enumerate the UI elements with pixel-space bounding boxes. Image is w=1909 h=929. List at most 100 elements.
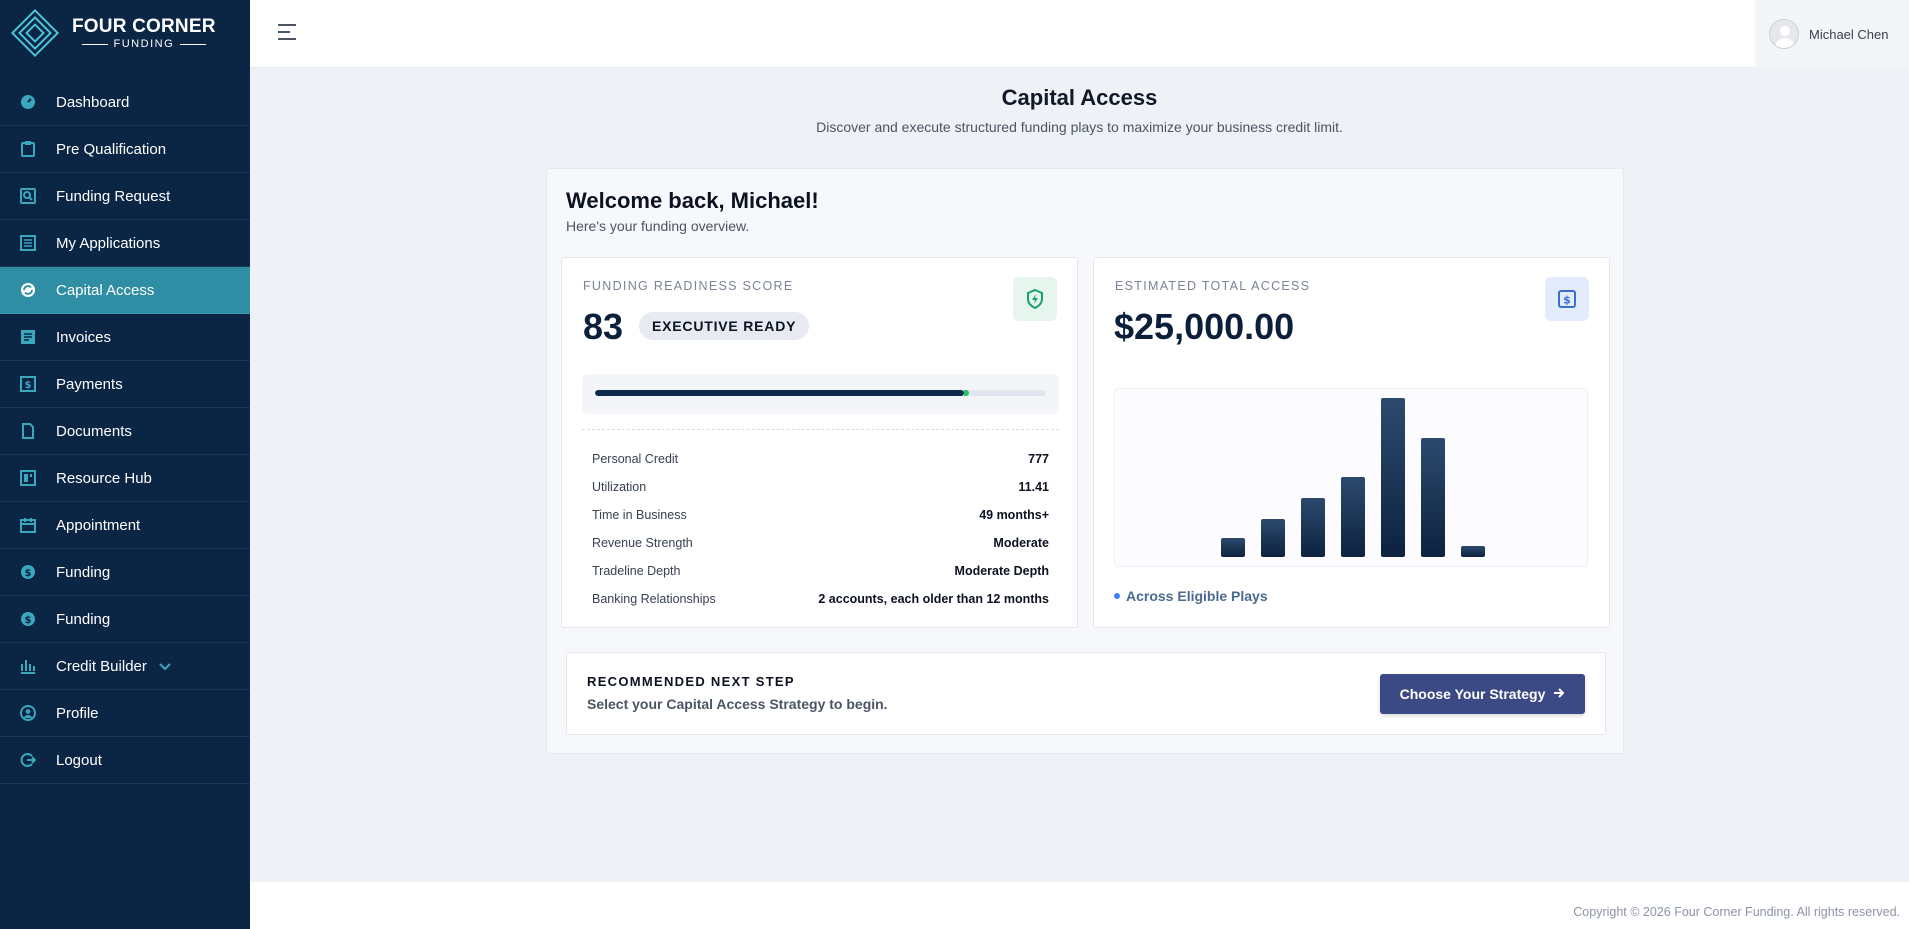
- sidebar-item-label: Documents: [56, 422, 132, 440]
- sidebar-item-label: Funding: [56, 563, 111, 581]
- refresh-circle-icon: [18, 280, 38, 300]
- stat-row: Banking Relationships 2 accounts, each ol…: [592, 585, 1049, 613]
- brand-logo[interactable]: FOUR CORNER FUNDING: [0, 0, 250, 66]
- stat-value: Moderate Depth: [954, 564, 1049, 578]
- next-step-label: RECOMMENDED NEXT STEP: [587, 674, 795, 689]
- stat-value: 49 months+: [979, 508, 1049, 522]
- sidebar-item-invoices[interactable]: Invoices: [0, 314, 250, 361]
- svg-text:$: $: [1563, 294, 1571, 307]
- chart-bar: [1421, 438, 1445, 557]
- readiness-progress: [582, 374, 1059, 414]
- sidebar-item-funding-2[interactable]: $ Funding: [0, 596, 250, 643]
- legend-label: Across Eligible Plays: [1126, 588, 1268, 604]
- svg-text:$: $: [25, 380, 32, 391]
- bank-icon: [18, 656, 38, 676]
- choose-strategy-button[interactable]: Choose Your Strategy: [1380, 674, 1585, 714]
- dollar-bill-icon: $: [18, 374, 38, 394]
- shield-bolt-icon: [1013, 277, 1057, 321]
- readiness-stats: Personal Credit 777 Utilization 11.41 Time…: [592, 445, 1049, 613]
- coin-icon: $: [18, 609, 38, 629]
- stat-row: Revenue Strength Moderate: [592, 529, 1049, 557]
- sidebar-item-label: Logout: [56, 751, 102, 769]
- dashboard-icon: [18, 92, 38, 112]
- stat-label: Time in Business: [592, 508, 687, 522]
- sidebar-item-resource-hub[interactable]: Resource Hub: [0, 455, 250, 502]
- chart-bar: [1261, 519, 1285, 557]
- layout-icon: [18, 468, 38, 488]
- coin-icon: $: [18, 562, 38, 582]
- chevron-down-icon[interactable]: [159, 658, 171, 675]
- sidebar-item-pre-qualification[interactable]: Pre Qualification: [0, 126, 250, 173]
- user-menu[interactable]: Michael Chen: [1755, 0, 1909, 68]
- progress-fill: [595, 390, 964, 396]
- sidebar-item-logout[interactable]: Logout: [0, 737, 250, 784]
- dollar-bill-icon: $: [1545, 277, 1589, 321]
- sidebar-item-payments[interactable]: $ Payments: [0, 361, 250, 408]
- welcome-title: Welcome back, Michael!: [566, 188, 819, 213]
- sidebar-item-dashboard[interactable]: Dashboard: [0, 79, 250, 126]
- sidebar-item-label: Dashboard: [56, 93, 130, 111]
- access-label: ESTIMATED TOTAL ACCESS: [1115, 279, 1311, 293]
- stat-label: Banking Relationships: [592, 592, 716, 606]
- progress-tip: [964, 390, 969, 396]
- stat-value: 11.41: [1018, 480, 1049, 494]
- svg-text:$: $: [25, 568, 32, 579]
- menu-toggle-icon[interactable]: [278, 24, 298, 42]
- chart-bar: [1301, 498, 1325, 557]
- sidebar-item-capital-access[interactable]: Capital Access: [0, 267, 250, 314]
- list-document-icon: [18, 233, 38, 253]
- chart-bar: [1221, 538, 1245, 557]
- stat-row: Tradeline Depth Moderate Depth: [592, 557, 1049, 585]
- bar-chart: [1221, 398, 1485, 557]
- button-label: Choose Your Strategy: [1399, 686, 1546, 702]
- status-badge: EXECUTIVE READY: [639, 312, 810, 340]
- sidebar-item-label: Funding: [56, 610, 111, 628]
- stat-row: Utilization 11.41: [592, 473, 1049, 501]
- copyright-text: Copyright © 2026 Four Corner Funding. Al…: [1573, 905, 1900, 919]
- next-step-text: Select your Capital Access Strategy to b…: [587, 696, 888, 712]
- document-icon: [18, 421, 38, 441]
- page-subtitle: Discover and execute structured funding …: [816, 119, 1343, 135]
- chart-bar: [1341, 477, 1365, 557]
- page-title: Capital Access: [1001, 85, 1158, 110]
- sidebar-item-funding-request[interactable]: Funding Request: [0, 173, 250, 220]
- legend-dot: [1114, 593, 1120, 599]
- avatar: [1769, 19, 1799, 49]
- sidebar-item-appointment[interactable]: Appointment: [0, 502, 250, 549]
- svg-text:$: $: [25, 615, 32, 626]
- sidebar-nav: Dashboard Pre Qualification Funding Requ…: [0, 79, 250, 784]
- readiness-label: FUNDING READINESS SCORE: [583, 279, 794, 293]
- sidebar-item-label: Appointment: [56, 516, 141, 534]
- sidebar-item-credit-builder[interactable]: Credit Builder: [0, 643, 250, 690]
- top-bar: Michael Chen: [250, 0, 1909, 68]
- sidebar-item-label: Funding Request: [56, 187, 171, 205]
- stat-value: Moderate: [993, 536, 1049, 550]
- access-amount: $25,000.00: [1114, 306, 1295, 347]
- readiness-score: 83: [583, 306, 624, 347]
- clipboard-icon: [18, 139, 38, 159]
- brand-subname: FUNDING: [113, 37, 175, 50]
- search-document-icon: [18, 186, 38, 206]
- sidebar-item-my-applications[interactable]: My Applications: [0, 220, 250, 267]
- sidebar-item-label: Credit Builder: [56, 657, 147, 675]
- access-card: ESTIMATED TOTAL ACCESS $ $25,000.00 Acro…: [1093, 257, 1610, 628]
- sidebar-item-label: Resource Hub: [56, 469, 152, 487]
- next-step-card: RECOMMENDED NEXT STEP Select your Capita…: [566, 652, 1606, 735]
- chart-bar: [1381, 398, 1405, 557]
- sidebar-item-profile[interactable]: Profile: [0, 690, 250, 737]
- sidebar: FOUR CORNER FUNDING Dashboard Pre Qualif…: [0, 0, 250, 929]
- readiness-card: FUNDING READINESS SCORE 83 EXECUTIVE REA…: [561, 257, 1078, 628]
- sidebar-item-documents[interactable]: Documents: [0, 408, 250, 455]
- divider: [582, 429, 1059, 430]
- sidebar-item-label: Invoices: [56, 328, 112, 346]
- stat-row: Time in Business 49 months+: [592, 501, 1049, 529]
- footer: Copyright © 2026 Four Corner Funding. Al…: [250, 882, 1909, 929]
- sidebar-item-label: Capital Access: [56, 281, 155, 299]
- sidebar-item-label: Profile: [56, 704, 99, 722]
- sidebar-item-label: Pre Qualification: [56, 140, 167, 158]
- brand-name: FOUR CORNER: [72, 15, 216, 37]
- calendar-icon: [18, 515, 38, 535]
- stat-label: Personal Credit: [592, 452, 679, 466]
- sidebar-item-label: My Applications: [56, 234, 161, 252]
- sidebar-item-funding[interactable]: $ Funding: [0, 549, 250, 596]
